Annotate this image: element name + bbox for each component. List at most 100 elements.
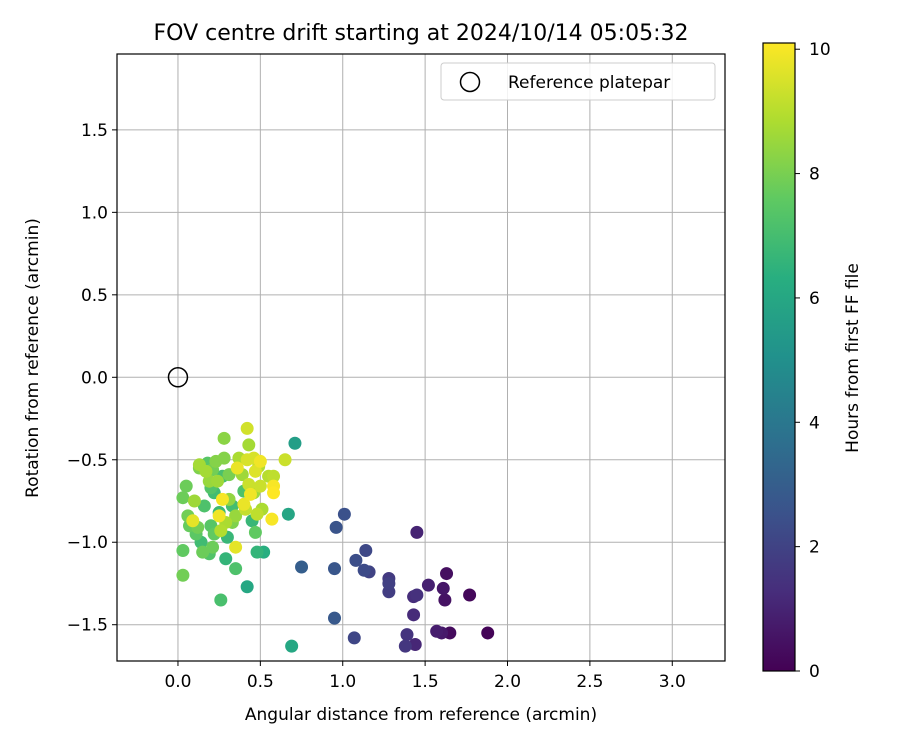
data-point — [436, 581, 450, 595]
colorbar-tick-label: 10 — [809, 40, 831, 60]
x-tick-label: 2.5 — [576, 672, 603, 692]
reference-platepar-marker — [167, 367, 189, 388]
colorbar-tick-label: 2 — [809, 538, 820, 558]
data-point — [410, 525, 424, 539]
data-point — [211, 474, 225, 488]
y-tick-label: 1.5 — [81, 121, 108, 141]
data-point — [179, 479, 193, 493]
x-tick-label: 0.5 — [247, 672, 274, 692]
colorbar-tick-label: 0 — [809, 662, 820, 682]
x-tick-label: 1.5 — [412, 672, 439, 692]
data-point — [243, 487, 257, 501]
data-point — [186, 514, 200, 528]
chart-title: FOV centre drift starting at 2024/10/14 … — [154, 21, 689, 46]
data-point — [248, 525, 262, 539]
y-tick-label: 0.5 — [81, 286, 108, 306]
x-tick-label: 0.0 — [164, 672, 191, 692]
colorbar-tick-label: 6 — [809, 289, 820, 309]
data-point — [253, 454, 267, 468]
x-tick-label: 2.0 — [494, 672, 521, 692]
data-point — [242, 438, 256, 452]
legend-marker-icon — [459, 71, 481, 93]
y-tick-label: 1.0 — [81, 203, 108, 223]
colorbar-tick-label: 8 — [809, 165, 820, 185]
y-tick-label: 0.0 — [81, 368, 108, 388]
data-point — [408, 638, 422, 652]
y-axis-ticks: −1.5 −1.0 −0.5 0.0 0.5 1.0 1.5 — [67, 121, 117, 636]
data-point — [398, 639, 412, 653]
data-point — [347, 631, 361, 645]
data-point — [197, 499, 211, 513]
data-point — [250, 507, 264, 521]
data-point — [327, 611, 341, 625]
data-point — [281, 507, 295, 521]
data-point — [327, 562, 341, 576]
data-point — [382, 576, 396, 590]
data-point — [349, 553, 363, 567]
data-point — [421, 578, 435, 592]
data-point — [463, 588, 477, 602]
data-point — [267, 486, 281, 500]
data-point — [359, 543, 373, 557]
x-axis-ticks: 0.0 0.5 1.0 1.5 2.0 2.5 3.0 — [164, 661, 686, 692]
scatter-points — [176, 421, 495, 653]
data-point — [440, 567, 454, 581]
data-point — [217, 431, 231, 445]
data-point — [267, 469, 281, 483]
data-point — [217, 451, 231, 465]
plot-frame — [116, 53, 726, 662]
legend-label: Reference platepar — [508, 73, 670, 93]
data-point — [250, 545, 264, 559]
data-point — [219, 552, 233, 566]
data-point — [230, 461, 244, 475]
colorbar-label: Hours from first FF file — [843, 263, 863, 453]
data-point — [329, 520, 343, 534]
data-point — [212, 509, 226, 523]
data-point — [242, 478, 256, 492]
data-point — [438, 593, 452, 607]
data-point — [410, 588, 424, 602]
x-tick-label: 1.0 — [329, 672, 356, 692]
y-axis-label: Rotation from reference (arcmin) — [23, 218, 43, 498]
legend: Reference platepar — [440, 62, 716, 101]
y-tick-label: −0.5 — [67, 451, 108, 471]
data-point — [253, 479, 267, 493]
x-axis-label: Angular distance from reference (arcmin) — [245, 705, 597, 725]
data-point — [430, 624, 444, 638]
data-point — [206, 540, 220, 554]
data-point — [214, 524, 228, 538]
colorbar-tick-label: 4 — [809, 413, 820, 433]
data-point — [199, 464, 213, 478]
data-point — [237, 497, 251, 511]
data-point — [295, 560, 309, 574]
legend-box — [440, 62, 716, 101]
data-point — [278, 453, 292, 467]
grid-lines — [117, 54, 725, 661]
data-point — [229, 562, 243, 576]
colorbar-ticks: 0 2 4 6 8 10 — [795, 40, 831, 682]
data-point — [240, 580, 254, 594]
data-point — [214, 593, 228, 607]
data-point — [176, 491, 190, 505]
data-point — [248, 464, 262, 478]
y-tick-label: −1.0 — [67, 533, 108, 553]
data-point — [229, 540, 243, 554]
data-point — [337, 507, 351, 521]
data-point — [407, 608, 421, 622]
data-point — [240, 421, 254, 435]
data-point — [481, 626, 495, 640]
data-point — [285, 639, 299, 653]
y-tick-label: −1.5 — [67, 616, 108, 636]
colorbar — [762, 42, 796, 672]
data-point — [187, 494, 201, 508]
data-point — [176, 543, 190, 557]
data-point — [400, 628, 414, 642]
data-point — [288, 436, 302, 450]
data-point — [265, 512, 279, 526]
data-point — [357, 563, 371, 577]
data-point — [176, 568, 190, 582]
data-point — [229, 509, 243, 523]
data-point — [215, 492, 229, 506]
x-tick-label: 3.0 — [659, 672, 686, 692]
